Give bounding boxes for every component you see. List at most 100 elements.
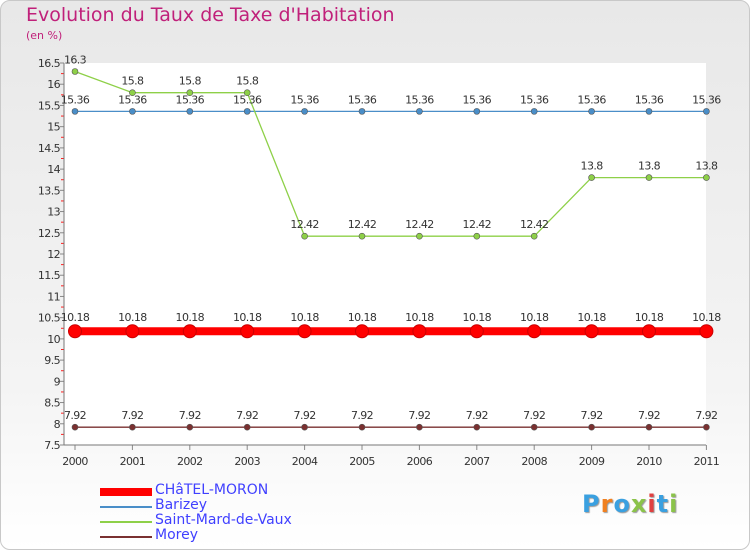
y-tick-label: 11: [47, 290, 60, 303]
data-label: 10.18: [463, 311, 492, 324]
data-point: [186, 108, 194, 115]
y-tick-label: 12: [47, 248, 60, 261]
data-point: [703, 108, 710, 115]
data-label: 7.92: [179, 409, 201, 422]
y-tick-label: 9.5: [44, 354, 60, 367]
y-tick-label: 13.5: [38, 184, 61, 197]
logo-letter: t: [656, 490, 670, 518]
data-point: [129, 89, 136, 97]
logo-letter: x: [630, 490, 648, 518]
data-label: 10.18: [176, 311, 205, 324]
data-point: [416, 108, 423, 115]
data-point: [240, 324, 255, 339]
data-label: 16.3: [64, 53, 87, 66]
y-tick-label: 10.5: [38, 312, 61, 325]
data-point: [358, 423, 366, 431]
data-label: 7.92: [695, 409, 717, 422]
unit-note: (en %): [26, 29, 63, 42]
data-label: 10.18: [692, 311, 721, 324]
data-point: [129, 423, 136, 431]
data-label: 12.42: [520, 218, 549, 231]
y-tick-label: 15: [47, 121, 60, 134]
x-tick-label: 2009: [579, 455, 605, 468]
x-tick-label: 2006: [407, 455, 433, 468]
x-tick-label: 2001: [120, 455, 146, 468]
data-point: [297, 324, 312, 339]
data-label: 10.18: [520, 311, 549, 324]
legend-label: Barizey: [155, 497, 208, 513]
data-point: [588, 174, 595, 181]
data-label: 15.8: [121, 75, 144, 88]
data-point: [243, 89, 251, 97]
data-label: 15.36: [348, 93, 377, 106]
data-label: 7.92: [523, 409, 545, 422]
data-point: [473, 232, 481, 240]
data-label: 10.18: [348, 311, 377, 324]
chart-title: Evolution du Taux de Taxe d'Habitation: [26, 4, 395, 26]
legend-label: Saint-Mard-de-Vaux: [155, 512, 292, 528]
data-point: [125, 324, 140, 339]
data-point: [703, 423, 710, 431]
data-label: 7.92: [638, 409, 660, 422]
logo-letter: i: [669, 490, 679, 518]
data-point: [416, 423, 423, 431]
y-tick-label: 9: [54, 375, 61, 388]
data-label: 10.18: [61, 311, 90, 324]
data-point: [588, 423, 595, 431]
data-point: [301, 108, 308, 115]
data-label: 7.92: [466, 409, 488, 422]
data-point: [129, 108, 136, 115]
data-label: 7.92: [581, 409, 603, 422]
data-point: [473, 108, 481, 115]
data-point: [182, 324, 197, 339]
data-label: 15.8: [179, 75, 202, 88]
data-point: [358, 232, 366, 240]
data-point: [473, 423, 481, 431]
data-point: [71, 423, 79, 431]
data-label: 15.36: [635, 93, 664, 106]
data-point: [645, 423, 653, 431]
data-point: [243, 423, 251, 431]
y-tick-label: 11.5: [38, 269, 61, 282]
proxiti-logo: Proxiti: [582, 490, 678, 518]
plot-area: [64, 63, 706, 445]
data-point: [530, 232, 538, 240]
x-tick-label: 2008: [521, 455, 547, 468]
data-point: [645, 108, 653, 115]
x-tick-label: 2010: [636, 455, 662, 468]
x-tick-label: 2007: [464, 455, 490, 468]
series-line: [74, 70, 707, 237]
y-tick-label: 10: [47, 333, 60, 346]
data-label: 13.8: [581, 160, 604, 173]
data-point: [699, 324, 714, 339]
data-label: 10.18: [635, 311, 664, 324]
data-label: 15.36: [233, 93, 262, 106]
x-tick-label: 2011: [694, 455, 720, 468]
logo-letter: r: [600, 490, 614, 518]
y-tick-label: 8.5: [44, 397, 60, 410]
y-tick-label: 8: [54, 418, 61, 431]
data-point: [186, 89, 194, 97]
data-point: [416, 232, 423, 240]
data-point: [301, 232, 308, 240]
data-label: 7.92: [351, 409, 373, 422]
data-point: [71, 108, 79, 115]
data-label: 12.42: [348, 218, 377, 231]
data-point: [584, 324, 599, 339]
data-label: 15.36: [176, 93, 205, 106]
data-label: 15.36: [520, 93, 549, 106]
x-tick-label: 2003: [234, 455, 260, 468]
data-point: [645, 174, 653, 181]
data-label: 7.92: [408, 409, 430, 422]
y-tick-label: 13: [47, 206, 60, 219]
data-label: 13.8: [695, 160, 718, 173]
y-tick-label: 14.5: [38, 142, 61, 155]
data-label: 15.36: [290, 93, 319, 106]
data-label: 10.18: [290, 311, 319, 324]
data-point: [68, 324, 82, 339]
logo-letter: o: [613, 490, 631, 518]
x-tick-label: 2004: [292, 455, 318, 468]
data-label: 15.8: [236, 75, 259, 88]
data-label: 10.18: [577, 311, 606, 324]
